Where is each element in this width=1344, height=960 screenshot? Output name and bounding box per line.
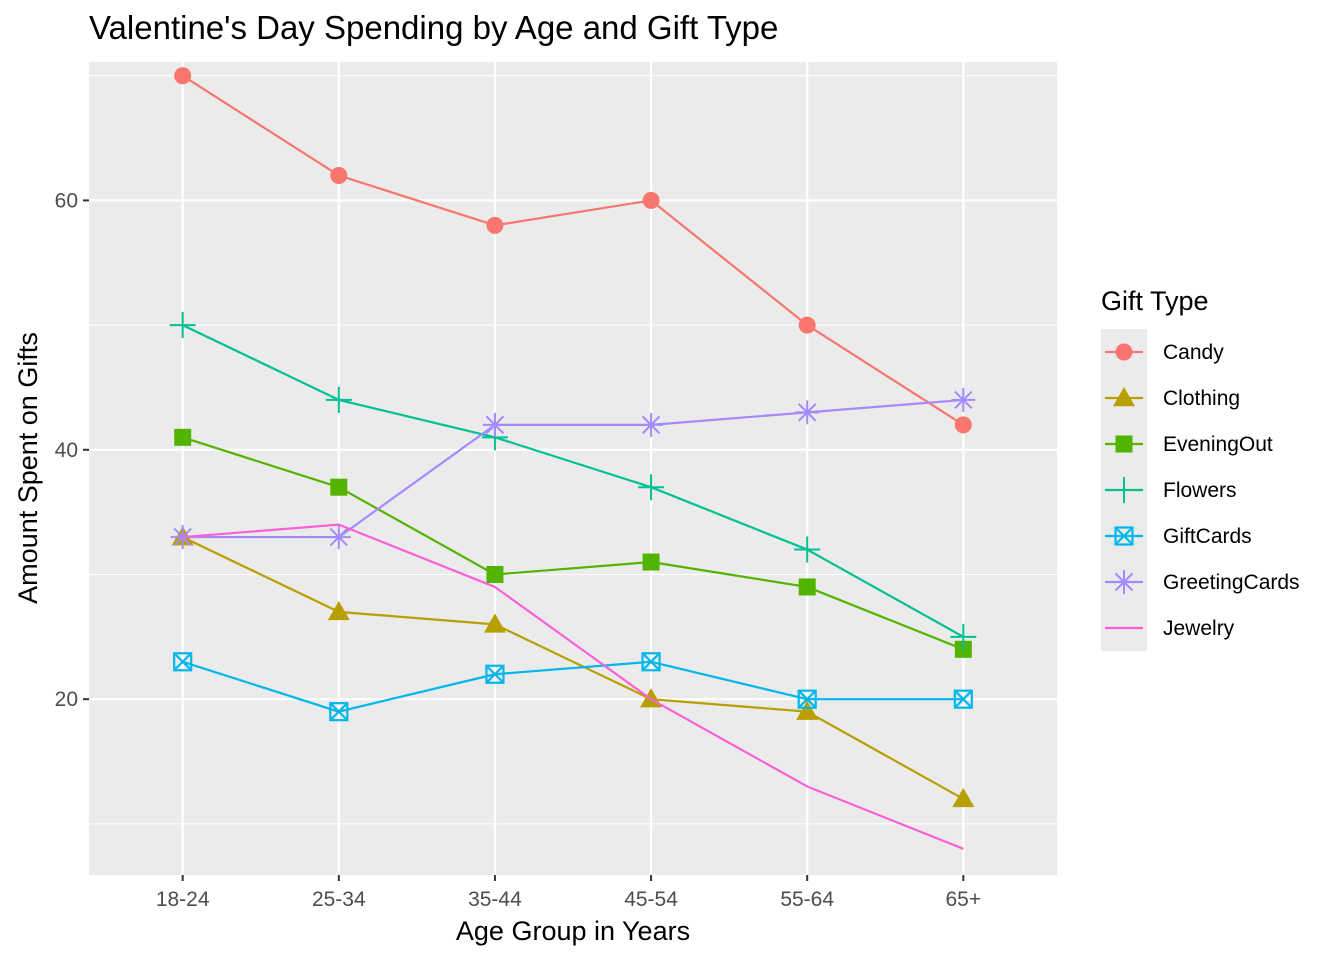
x-tick-label: 18-24 xyxy=(156,888,210,911)
series-line-clothing xyxy=(182,536,964,800)
data-point-eveningout xyxy=(330,478,348,496)
x-tick-label: 25-34 xyxy=(312,888,366,911)
data-point-candy xyxy=(486,216,504,234)
data-point-eveningout xyxy=(642,553,660,571)
data-point-flowers xyxy=(325,386,352,413)
legend-item-flowers: Flowers xyxy=(1101,467,1237,513)
data-point-clothing xyxy=(327,600,350,621)
series-line-eveningout xyxy=(182,436,964,651)
data-point-flowers xyxy=(794,536,821,563)
data-point-clothing xyxy=(952,787,975,808)
legend-item-eveningout: EveningOut xyxy=(1101,421,1273,467)
legend-label: EveningOut xyxy=(1163,433,1273,456)
legend-label: GreetingCards xyxy=(1163,571,1300,594)
legend-label: Candy xyxy=(1163,341,1224,364)
y-tick-label: 40 xyxy=(55,439,78,462)
x-axis: 18-24 25-34 35-44 45-54 55-64 65+ xyxy=(156,875,981,911)
series-line-jewelry xyxy=(182,523,964,850)
data-point-giftcards xyxy=(641,652,661,672)
series-line-greetingcards xyxy=(182,398,964,539)
data-point-giftcards xyxy=(173,652,193,672)
legend-key-marker xyxy=(1115,435,1133,453)
series-jewelry xyxy=(182,523,964,850)
series-line-flowers xyxy=(182,324,964,638)
x-tick-label: 35-44 xyxy=(468,888,522,911)
data-point-giftcards xyxy=(485,664,505,684)
plot-panel xyxy=(89,62,1057,875)
data-point-candy xyxy=(174,67,192,85)
legend-label: GiftCards xyxy=(1163,525,1252,548)
series-giftcards xyxy=(173,652,973,722)
x-tick-label: 65+ xyxy=(946,888,982,911)
legend-label: Jewelry xyxy=(1163,617,1235,640)
y-tick-label: 20 xyxy=(55,688,78,711)
x-tick-label: 55-64 xyxy=(780,888,834,911)
x-axis-title: Age Group in Years xyxy=(456,916,690,946)
legend-items: Candy Clothing EveningOut Flowers GiftCards G… xyxy=(1101,329,1300,651)
data-point-clothing xyxy=(796,700,819,720)
data-point-greetingcards xyxy=(951,387,976,412)
series-candy xyxy=(174,67,972,434)
series-eveningout xyxy=(174,428,972,658)
data-point-flowers xyxy=(169,312,196,339)
legend-item-jewelry: Jewelry xyxy=(1101,605,1235,651)
minor-gridlines xyxy=(89,75,1057,825)
series-flowers xyxy=(169,312,977,650)
data-point-eveningout xyxy=(174,428,192,446)
y-axis: 20 40 60 xyxy=(55,189,89,711)
legend-title: Gift Type xyxy=(1101,286,1209,316)
y-axis-title: Amount Spent on Gifts xyxy=(13,332,43,604)
data-point-giftcards xyxy=(797,689,817,709)
data-point-greetingcards xyxy=(326,525,351,550)
legend-key-marker xyxy=(1115,343,1133,361)
legend: Gift Type Candy Clothing EveningOut Flowers… xyxy=(1101,286,1300,651)
data-point-candy xyxy=(954,416,972,434)
data-point-eveningout xyxy=(798,578,816,596)
series-layer xyxy=(169,67,977,850)
data-point-flowers xyxy=(638,474,665,501)
series-line-giftcards xyxy=(182,660,964,713)
legend-item-greetingcards: GreetingCards xyxy=(1101,559,1300,605)
data-point-candy xyxy=(330,166,348,184)
data-point-candy xyxy=(798,316,816,334)
legend-key-marker xyxy=(1111,477,1137,503)
data-point-greetingcards xyxy=(639,412,664,437)
legend-item-giftcards: GiftCards xyxy=(1101,513,1252,559)
legend-item-candy: Candy xyxy=(1101,329,1224,375)
chart-title: Valentine's Day Spending by Age and Gift… xyxy=(89,9,778,46)
data-point-greetingcards xyxy=(482,412,507,437)
legend-key-marker xyxy=(1114,526,1134,546)
x-tick-label: 45-54 xyxy=(624,888,678,911)
data-point-candy xyxy=(642,191,660,209)
legend-label: Clothing xyxy=(1163,387,1240,410)
series-greetingcards xyxy=(170,387,976,550)
data-point-clothing xyxy=(483,613,506,633)
data-point-eveningout xyxy=(486,565,504,583)
data-point-giftcards xyxy=(329,702,349,722)
legend-label: Flowers xyxy=(1163,479,1237,502)
data-point-flowers xyxy=(950,623,977,650)
data-point-greetingcards xyxy=(795,400,820,425)
legend-key-marker xyxy=(1113,387,1135,407)
legend-item-clothing: Clothing xyxy=(1101,375,1240,421)
data-point-giftcards xyxy=(953,689,973,709)
legend-key-marker xyxy=(1112,570,1136,594)
y-tick-label: 60 xyxy=(55,189,78,212)
series-line-candy xyxy=(182,74,964,426)
